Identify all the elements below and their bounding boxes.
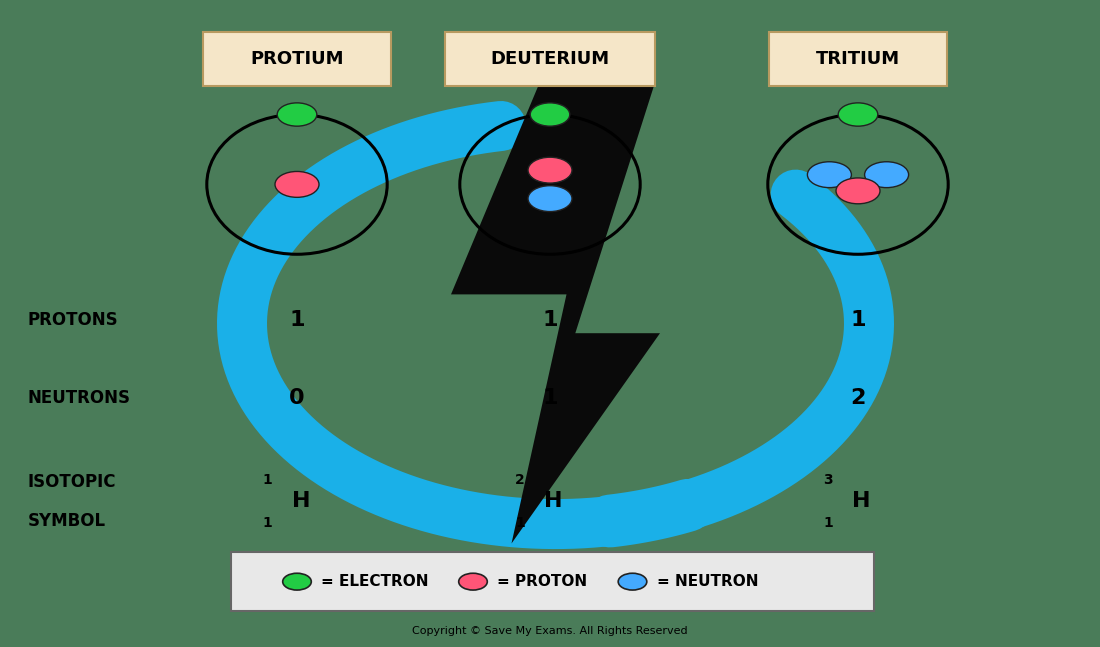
Text: 1: 1 [542,311,558,330]
FancyBboxPatch shape [202,32,392,86]
Circle shape [618,573,647,590]
Circle shape [530,103,570,126]
FancyBboxPatch shape [444,32,654,86]
Circle shape [283,573,311,590]
Text: DEUTERIUM: DEUTERIUM [491,50,609,68]
Text: 1: 1 [289,311,305,330]
Text: 1: 1 [515,516,525,530]
Text: 3: 3 [823,473,833,487]
Text: 2: 2 [850,388,866,408]
Text: 2: 2 [515,473,525,487]
Text: 0: 0 [289,388,305,408]
Text: = NEUTRON: = NEUTRON [657,574,758,589]
Text: 1: 1 [262,516,272,530]
Circle shape [277,103,317,126]
Text: PROTONS: PROTONS [28,311,118,329]
Text: H: H [292,492,310,511]
FancyBboxPatch shape [231,552,875,611]
Circle shape [807,162,851,188]
Text: 1: 1 [823,516,833,530]
Circle shape [459,573,487,590]
Text: SYMBOL: SYMBOL [28,512,106,530]
Text: TRITIUM: TRITIUM [816,50,900,68]
Circle shape [275,171,319,197]
Text: ISOTOPIC: ISOTOPIC [28,473,115,491]
Polygon shape [451,84,660,543]
Text: H: H [544,492,563,511]
FancyBboxPatch shape [770,32,946,86]
Circle shape [528,157,572,183]
Text: PROTIUM: PROTIUM [251,50,343,68]
Text: Copyright © Save My Exams. All Rights Reserved: Copyright © Save My Exams. All Rights Re… [412,626,688,636]
Text: = PROTON: = PROTON [497,574,587,589]
Text: H: H [852,492,871,511]
Text: NEUTRONS: NEUTRONS [28,389,131,407]
Text: = ELECTRON: = ELECTRON [321,574,429,589]
Circle shape [528,186,572,212]
Text: 1: 1 [542,388,558,408]
Circle shape [836,178,880,204]
Circle shape [838,103,878,126]
Circle shape [865,162,909,188]
Text: 1: 1 [850,311,866,330]
Text: 1: 1 [262,473,272,487]
